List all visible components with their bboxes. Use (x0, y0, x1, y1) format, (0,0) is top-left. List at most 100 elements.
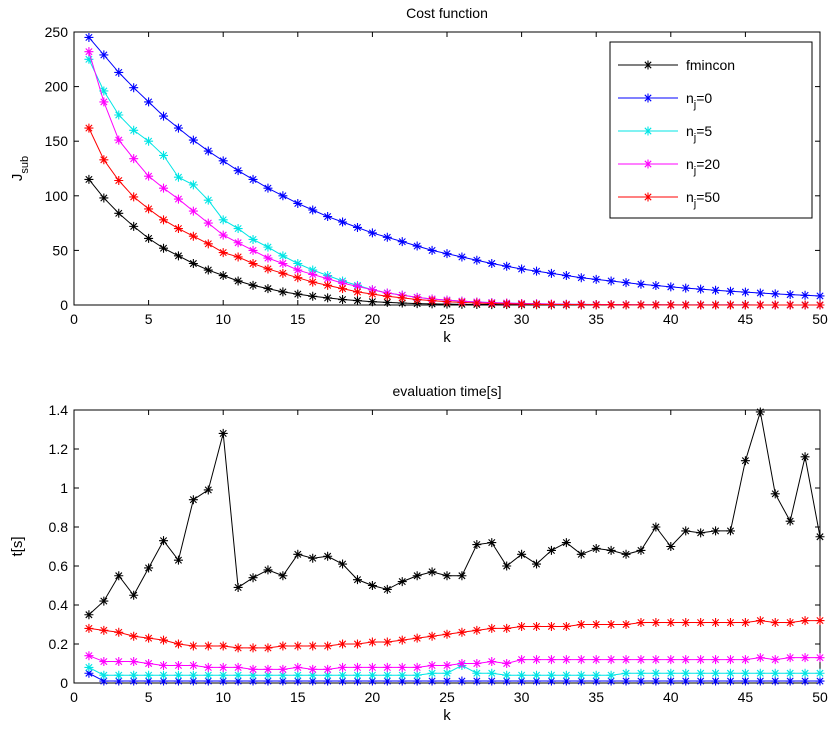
data-point (785, 290, 795, 300)
x-tick-label: 5 (145, 311, 153, 327)
data-point (502, 670, 512, 680)
data-point (84, 662, 94, 672)
data-point (725, 286, 735, 296)
data-point (293, 265, 303, 275)
data-point (293, 289, 303, 299)
x-tick-label: 45 (738, 689, 754, 705)
data-point (636, 300, 646, 310)
data-point (323, 670, 333, 680)
data-point (173, 172, 183, 182)
data-point (159, 670, 169, 680)
data-point (785, 300, 795, 310)
series-n_j=5 (84, 660, 825, 680)
data-point (666, 282, 676, 292)
data-point (546, 545, 556, 555)
data-point (681, 668, 691, 678)
data-point (218, 670, 228, 680)
data-point (427, 567, 437, 577)
data-point (367, 637, 377, 647)
data-point (338, 278, 348, 288)
series-n_j=20 (84, 651, 825, 674)
data-point (114, 208, 124, 218)
data-point (129, 590, 139, 600)
data-point (159, 111, 169, 121)
data-point (696, 676, 706, 686)
data-point (144, 633, 154, 643)
data-point (546, 670, 556, 680)
data-point (203, 195, 213, 205)
data-point (144, 136, 154, 146)
data-point (815, 300, 825, 310)
data-point (173, 194, 183, 204)
data-point (338, 217, 348, 227)
y-tick-label: 0.8 (49, 519, 69, 535)
data-point (233, 252, 243, 262)
data-point (442, 571, 452, 581)
data-point (352, 287, 362, 297)
data-point (248, 670, 258, 680)
data-point (129, 125, 139, 135)
data-point (248, 174, 258, 184)
data-point (725, 526, 735, 536)
data-point (681, 676, 691, 686)
data-point (517, 549, 527, 559)
data-point (278, 664, 288, 674)
data-point (696, 528, 706, 538)
data-point (129, 83, 139, 93)
data-point (367, 297, 377, 307)
data-point (591, 274, 601, 284)
data-point (532, 655, 542, 665)
data-point (412, 241, 422, 251)
data-point (144, 171, 154, 181)
data-point (173, 639, 183, 649)
data-point (352, 575, 362, 585)
data-point (472, 668, 482, 678)
data-point (800, 300, 810, 310)
data-point (382, 232, 392, 242)
data-point (576, 300, 586, 310)
data-point (502, 561, 512, 571)
data-point (233, 582, 243, 592)
data-point (84, 123, 94, 133)
data-point (114, 135, 124, 145)
data-point (711, 676, 721, 686)
data-point (621, 676, 631, 686)
data-point (382, 584, 392, 594)
data-point (338, 559, 348, 569)
data-point (755, 288, 765, 298)
data-point (442, 297, 452, 307)
data-point (233, 643, 243, 653)
data-point (203, 641, 213, 651)
chart-title: evaluation time[s] (393, 383, 502, 399)
data-point (815, 668, 825, 678)
data-point (308, 553, 318, 563)
data-point (606, 276, 616, 286)
data-point (144, 233, 154, 243)
y-axis-label: Jsub (9, 156, 31, 181)
data-point (770, 655, 780, 665)
data-point (457, 297, 467, 307)
data-point (532, 266, 542, 276)
data-point (755, 300, 765, 310)
data-point (532, 676, 542, 686)
data-point (144, 676, 154, 686)
data-point (546, 299, 556, 309)
data-point (815, 532, 825, 542)
data-point (442, 676, 452, 686)
data-point (84, 32, 94, 42)
data-point (770, 676, 780, 686)
data-point (159, 183, 169, 193)
data-point (636, 655, 646, 665)
data-point (144, 97, 154, 107)
data-point (84, 610, 94, 620)
x-tick-label: 50 (812, 311, 828, 327)
data-point (740, 655, 750, 665)
data-point (84, 174, 94, 184)
data-point (740, 300, 750, 310)
x-tick-label: 20 (365, 311, 381, 327)
data-point (159, 660, 169, 670)
data-point (263, 242, 273, 252)
x-tick-label: 30 (514, 311, 530, 327)
data-point (740, 287, 750, 297)
y-tick-label: 100 (45, 188, 69, 204)
